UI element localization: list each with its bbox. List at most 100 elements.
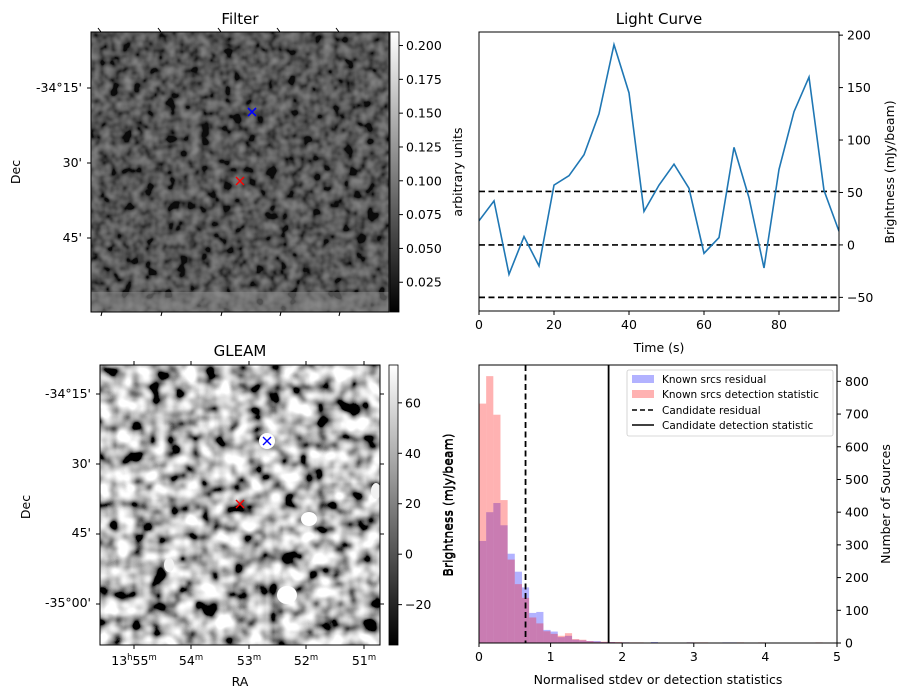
residual-bar [579,640,587,643]
detection-statistic-bar [479,403,487,643]
detection-statistic-bar [550,633,558,643]
histogram-ytick-label: 700 [845,407,869,422]
filter-colorbar [389,31,400,313]
detection-statistic-bar [500,500,508,643]
light-curve-xtick-label: 20 [546,317,562,332]
light-curve-ylabel: Brightness (mJy/beam) [882,100,897,243]
histogram-ytick-label: 400 [845,505,869,520]
light-curve-xtick-label: 80 [771,317,787,332]
filter-colorbar-tick-label: 0.100 [406,173,442,188]
detection-statistic-bar [521,597,530,643]
residual-bar [514,571,522,643]
gleam-ylabel: Dec [18,495,33,519]
light-curve-xtick-label: 0 [475,317,483,332]
gleam-xtick-label: 52m [294,653,318,668]
light-curve-ytick-label: 50 [847,185,863,200]
gleam-colorbar-tick-label: 20 [405,496,421,511]
residual-bar [536,611,544,643]
histogram-xtick-label: 5 [833,649,841,664]
residual-bar [529,612,537,643]
histogram-ytick-label: 600 [845,439,869,454]
detection-statistic-bar [557,635,565,643]
light-curve-yticks: −50 0 50 100 150 200 [839,28,873,305]
residual-bar [557,637,565,643]
filter-colorbar-tick-label: 0.075 [406,207,442,222]
light-curve-xlabel: Time (s) [633,340,685,355]
detection-statistic-bar [579,639,587,643]
residual-bar [550,631,558,643]
light-curve-ytick-label: 200 [847,28,871,43]
gleam-ytick-label: 30' [72,456,91,471]
filter-ylabel: Dec [8,160,23,184]
filter-bottom-tick [100,311,103,317]
legend-box [626,369,834,437]
filter-top-tick [217,27,222,33]
residual-bar [586,641,594,643]
detection-statistic-bar [593,641,601,643]
filter-colorbar-tick-label: 0.025 [406,275,442,290]
detection-statistic-bar [586,641,594,643]
filter-colorbar-ticks: 0.025 0.050 0.075 0.100 0.125 0.150 0.175 0.200 [399,38,442,290]
filter-image [91,32,389,312]
histogram-xtick-label: 4 [761,649,769,664]
legend-label: Candidate detection statistic [662,420,814,432]
filter-colorbar-tick-label: 0.200 [406,38,442,53]
filter-panel: Filter Dec -34°15' 30' 45' 0.0250.0500.0… [8,10,465,317]
filter-top-tick [335,27,340,33]
residual-bar [493,503,501,643]
histogram-ytick-label: 0 [845,636,853,651]
detection-statistic-bar [543,631,551,643]
light-curve-title: Light Curve [616,10,702,28]
light-curve-xtick-label: 40 [621,317,637,332]
filter-top-tick [276,27,281,33]
legend-label: Known srcs residual [662,374,766,386]
gleam-known-source-marker [262,436,272,446]
filter-ytick-label: 45' [63,230,82,245]
gleam-colorbar-label: Brightness (mJy/beam) [440,433,455,576]
filter-candidate-marker [235,176,245,186]
legend-label: Known srcs detection statistic [662,389,819,401]
gleam-xtick-label: 54m [179,653,203,668]
gleam-xtick-labels: 13h55m 54m 53m 52m 51m [111,653,376,668]
detection-statistic-bar [536,623,544,643]
residual-bar [572,639,580,643]
histogram-xtick-label: 2 [618,649,626,664]
light-curve-frame [478,31,840,312]
residual-bar [543,629,551,643]
histogram-ytick-label: 500 [845,472,869,487]
residual-bar [500,525,508,643]
gleam-colorbar-tick-label: 0 [405,547,413,562]
detection-statistic-bar [564,633,573,643]
filter-bottom-tick [220,311,223,317]
detection-statistic-bar [572,639,580,643]
filter-colorbar-tick-label: 0.125 [406,139,442,154]
legend-patch-red [632,390,654,398]
gleam-colorbar-tick-label: 60 [405,395,421,410]
gleam-image [100,365,380,645]
histogram-ytick-label: 200 [845,570,869,585]
histogram-left-axis-label: Brightness (mJy/beam) [441,433,456,576]
gleam-ytick-label: -35°00' [45,595,91,610]
histogram-panel: 0 1 2 3 4 5 0 100 200 300 400 500 600 700 800 Normali… [441,364,893,687]
filter-top-tick [157,27,162,33]
gleam-colorbar [388,364,399,646]
gleam-ticks [96,361,384,649]
light-curve-xticks: 0 20 40 60 80 [475,311,787,332]
filter-known-source-marker [247,107,257,117]
legend-patch-blue [632,375,654,383]
detection-statistic-bar [507,559,515,643]
histogram-frame [478,364,838,644]
detection-statistic-bar [493,414,501,643]
histogram-yticks: 0 100 200 300 400 500 600 700 800 [837,374,869,651]
histogram-xtick-label: 1 [547,649,555,664]
histogram-ytick-label: 100 [845,603,869,618]
filter-top-tick [97,27,102,33]
filter-bottom-tick [338,311,341,317]
gleam-panel: GLEAM Dec -34°15' 30' 45' -35°00' 13h55m… [18,342,455,689]
filter-ticks [87,27,341,317]
histogram-xtick-label: 0 [475,649,483,664]
histogram-ytick-label: 800 [845,374,869,389]
filter-colorbar-tick-label: 0.050 [406,241,442,256]
filter-ytick-label: -34°15' [36,80,82,95]
